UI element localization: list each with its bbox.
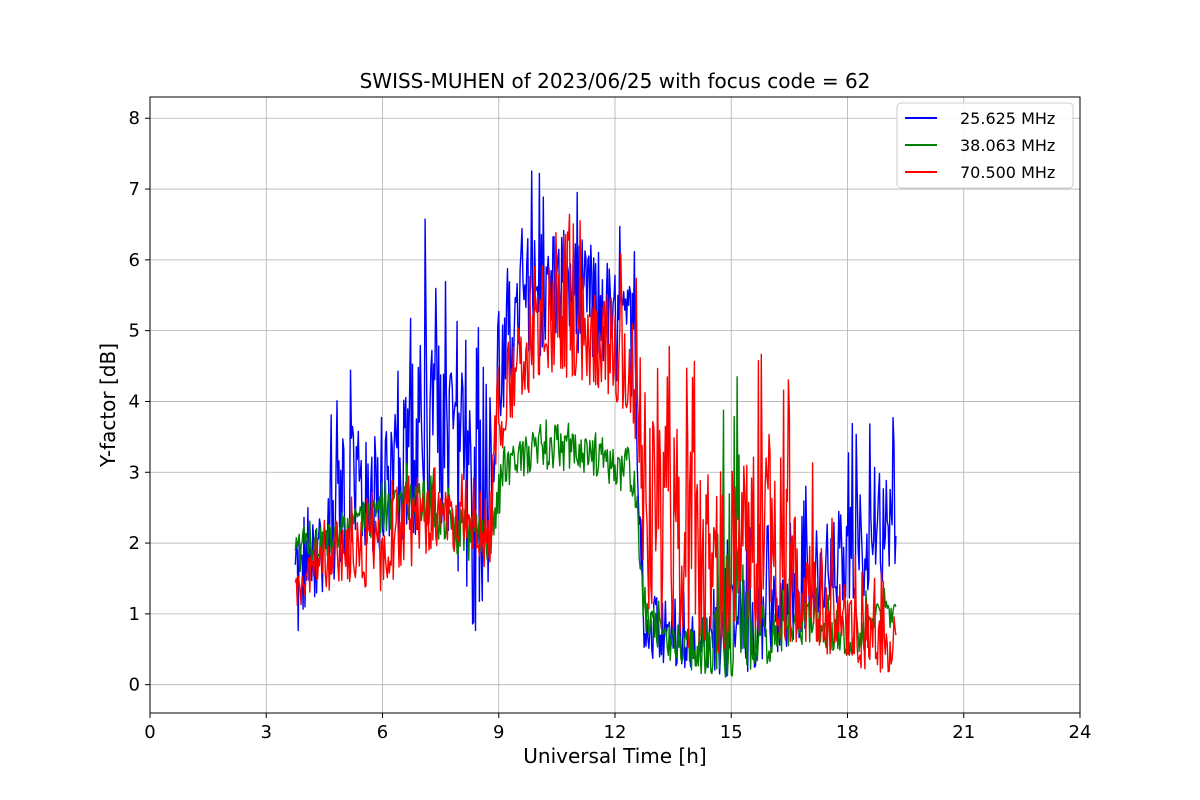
legend-label-70-500: 70.500 MHz bbox=[960, 163, 1055, 182]
x-tick-label: 9 bbox=[493, 722, 504, 743]
legend: 25.625 MHz 38.063 MHz 70.500 MHz bbox=[896, 102, 1074, 189]
legend-box bbox=[896, 102, 1074, 189]
y-tick-label: 2 bbox=[129, 533, 140, 554]
y-axis-label: Y-factor [dB] bbox=[96, 343, 120, 468]
x-tick-label: 12 bbox=[604, 722, 627, 743]
x-tick-label: 3 bbox=[261, 722, 272, 743]
y-tick-label: 4 bbox=[129, 391, 140, 412]
x-tick-label: 24 bbox=[1069, 722, 1092, 743]
y-tick-label: 5 bbox=[129, 321, 140, 342]
x-tick-label: 6 bbox=[377, 722, 388, 743]
x-tick-label: 15 bbox=[720, 722, 743, 743]
series-line-70-500-MHz bbox=[294, 213, 897, 673]
x-tick-label: 18 bbox=[836, 722, 859, 743]
y-tick-label: 3 bbox=[129, 462, 140, 483]
y-tick-label: 6 bbox=[129, 250, 140, 271]
y-tick-label: 8 bbox=[129, 108, 140, 129]
y-tick-label: 7 bbox=[129, 179, 140, 200]
y-tick-label: 0 bbox=[129, 675, 140, 696]
legend-label-25-625: 25.625 MHz bbox=[960, 109, 1055, 128]
chart-title: SWISS-MUHEN of 2023/06/25 with focus cod… bbox=[360, 69, 871, 93]
y-tick-label: 1 bbox=[129, 604, 140, 625]
legend-label-38-063: 38.063 MHz bbox=[960, 136, 1055, 155]
series-layer bbox=[294, 170, 897, 678]
x-tick-label: 21 bbox=[952, 722, 975, 743]
x-tick-label: 0 bbox=[144, 722, 155, 743]
x-axis-label: Universal Time [h] bbox=[523, 744, 706, 768]
